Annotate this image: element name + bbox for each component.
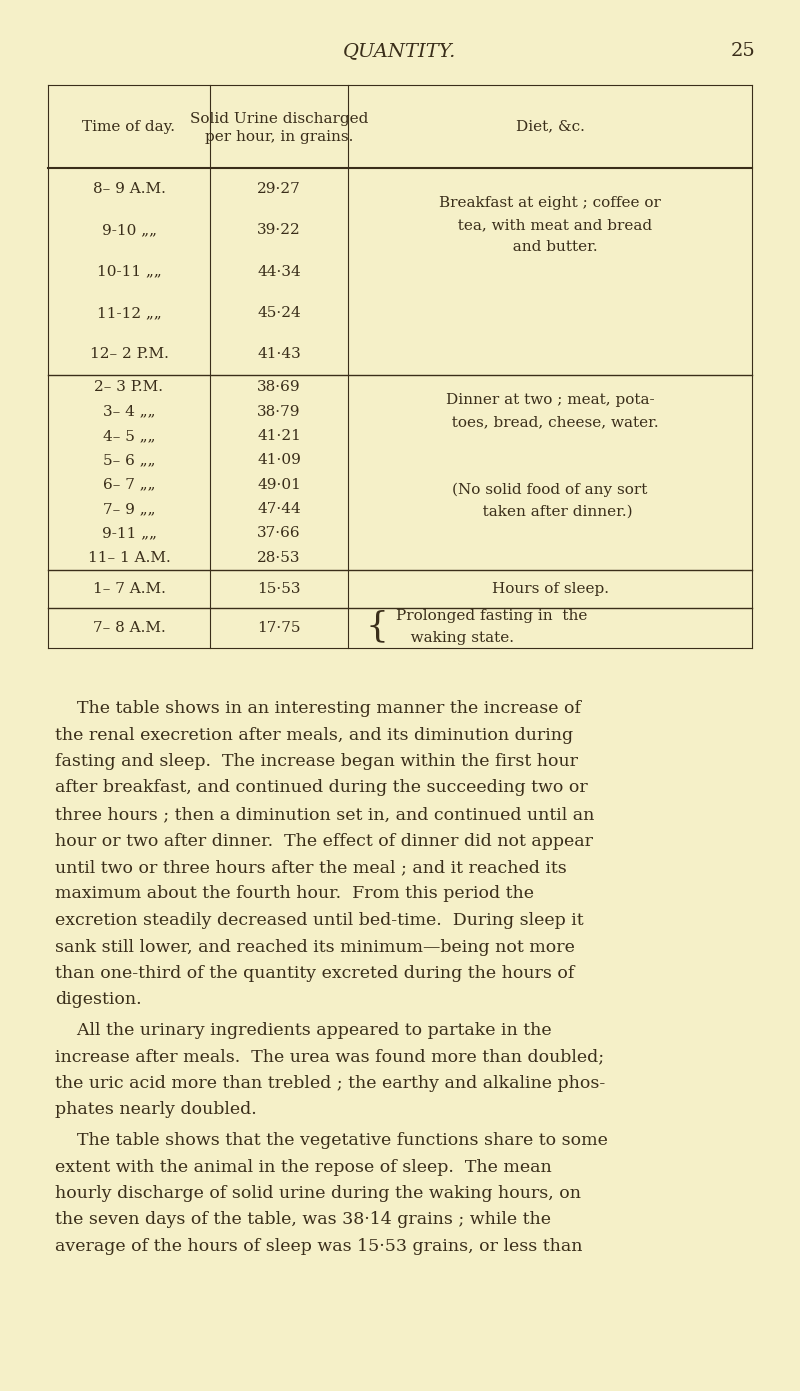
Text: Dinner at two ; meat, pota-: Dinner at two ; meat, pota-: [446, 394, 654, 408]
Text: 25: 25: [730, 42, 755, 60]
Text: 41·09: 41·09: [257, 453, 301, 467]
Text: 9-10 „„: 9-10 „„: [102, 223, 157, 236]
Text: (No solid food of any sort: (No solid food of any sort: [452, 483, 648, 498]
Text: 17·75: 17·75: [258, 620, 301, 636]
Text: the seven days of the table, was 38·14 grains ; while the: the seven days of the table, was 38·14 g…: [55, 1212, 551, 1228]
Text: 47·44: 47·44: [257, 502, 301, 516]
Text: extent with the animal in the repose of sleep.  The mean: extent with the animal in the repose of …: [55, 1159, 552, 1175]
Text: QUANTITY.: QUANTITY.: [343, 42, 457, 60]
Text: {: {: [366, 609, 389, 643]
Text: 10-11 „„: 10-11 „„: [97, 264, 162, 278]
Text: 4– 5 „„: 4– 5 „„: [102, 428, 155, 442]
Text: the renal execretion after meals, and its diminution during: the renal execretion after meals, and it…: [55, 726, 573, 744]
Text: tea, with meat and bread: tea, with meat and bread: [448, 218, 652, 232]
Text: phates nearly doubled.: phates nearly doubled.: [55, 1102, 257, 1118]
Text: The table shows in an interesting manner the increase of: The table shows in an interesting manner…: [55, 700, 581, 716]
Text: 3– 4 „„: 3– 4 „„: [102, 405, 155, 419]
Text: 37·66: 37·66: [257, 526, 301, 541]
Text: 45·24: 45·24: [257, 306, 301, 320]
Text: hourly discharge of solid urine during the waking hours, on: hourly discharge of solid urine during t…: [55, 1185, 581, 1202]
Text: 29·27: 29·27: [257, 182, 301, 196]
Text: toes, bread, cheese, water.: toes, bread, cheese, water.: [442, 415, 658, 428]
Text: three hours ; then a diminution set in, and continued until an: three hours ; then a diminution set in, …: [55, 805, 594, 823]
Text: 7– 9 „„: 7– 9 „„: [102, 502, 155, 516]
Text: Solid Urine discharged: Solid Urine discharged: [190, 111, 368, 125]
Text: 15·53: 15·53: [258, 581, 301, 595]
Text: All the urinary ingredients appeared to partake in the: All the urinary ingredients appeared to …: [55, 1022, 552, 1039]
Text: the uric acid more than trebled ; the earthy and alkaline phos-: the uric acid more than trebled ; the ea…: [55, 1075, 606, 1092]
Text: per hour, in grains.: per hour, in grains.: [205, 129, 353, 143]
Text: 41·21: 41·21: [257, 428, 301, 442]
Text: waking state.: waking state.: [396, 632, 514, 645]
Text: maximum about the fourth hour.  From this period the: maximum about the fourth hour. From this…: [55, 886, 534, 903]
Text: and butter.: and butter.: [502, 241, 598, 255]
Text: 38·79: 38·79: [258, 405, 301, 419]
Text: 5– 6 „„: 5– 6 „„: [102, 453, 155, 467]
Text: Time of day.: Time of day.: [82, 120, 175, 134]
Text: 38·69: 38·69: [257, 380, 301, 394]
Text: fasting and sleep.  The increase began within the first hour: fasting and sleep. The increase began wi…: [55, 753, 578, 771]
Text: hour or two after dinner.  The effect of dinner did not appear: hour or two after dinner. The effect of …: [55, 832, 593, 850]
Text: Hours of sleep.: Hours of sleep.: [491, 581, 609, 595]
Text: 1– 7 A.M.: 1– 7 A.M.: [93, 581, 166, 595]
Text: increase after meals.  The urea was found more than doubled;: increase after meals. The urea was found…: [55, 1049, 604, 1066]
Text: digestion.: digestion.: [55, 992, 142, 1008]
Text: 7– 8 A.M.: 7– 8 A.M.: [93, 620, 166, 636]
Text: 6– 7 „„: 6– 7 „„: [102, 477, 155, 491]
Text: until two or three hours after the meal ; and it reached its: until two or three hours after the meal …: [55, 860, 566, 876]
Text: Breakfast at eight ; coffee or: Breakfast at eight ; coffee or: [439, 196, 661, 210]
Text: taken after dinner.): taken after dinner.): [468, 505, 632, 519]
Text: 11– 1 A.M.: 11– 1 A.M.: [88, 551, 170, 565]
Text: 11-12 „„: 11-12 „„: [97, 306, 162, 320]
Text: 2– 3 P.M.: 2– 3 P.M.: [94, 380, 163, 394]
Text: after breakfast, and continued during the succeeding two or: after breakfast, and continued during th…: [55, 779, 588, 797]
Text: 39·22: 39·22: [257, 223, 301, 236]
Text: than one-third of the quantity excreted during the hours of: than one-third of the quantity excreted …: [55, 965, 574, 982]
Text: 41·43: 41·43: [257, 348, 301, 362]
Text: Prolonged fasting in  the: Prolonged fasting in the: [396, 609, 587, 623]
Text: 12– 2 P.M.: 12– 2 P.M.: [90, 348, 169, 362]
Text: 49·01: 49·01: [257, 477, 301, 491]
Text: Diet, &c.: Diet, &c.: [515, 120, 585, 134]
Text: 8– 9 A.M.: 8– 9 A.M.: [93, 182, 166, 196]
Text: excretion steadily decreased until bed-time.  During sleep it: excretion steadily decreased until bed-t…: [55, 912, 584, 929]
Text: sank still lower, and reached its minimum—being not more: sank still lower, and reached its minimu…: [55, 939, 575, 956]
Text: average of the hours of sleep was 15·53 grains, or less than: average of the hours of sleep was 15·53 …: [55, 1238, 582, 1255]
Text: 44·34: 44·34: [257, 264, 301, 278]
Text: 28·53: 28·53: [258, 551, 301, 565]
Text: The table shows that the vegetative functions share to some: The table shows that the vegetative func…: [55, 1132, 608, 1149]
Text: 9-11 „„: 9-11 „„: [102, 526, 157, 541]
